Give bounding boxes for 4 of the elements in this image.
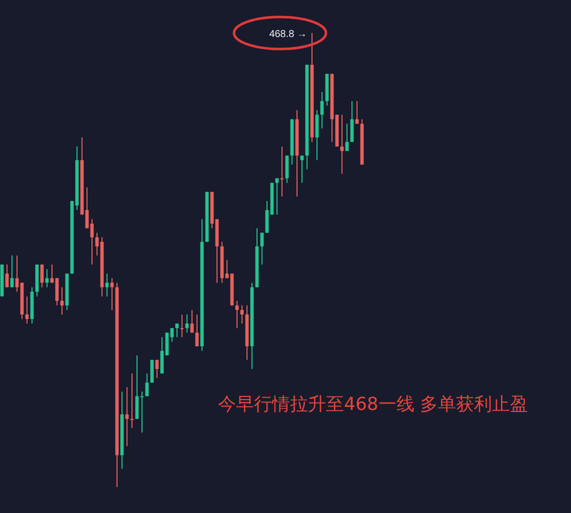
annotation: 今早行情拉升至468一线 多单获利止盈: [218, 394, 528, 415]
annotation: 468.8 →: [269, 29, 307, 40]
candlestick: [90, 218, 94, 266]
candlestick: [195, 314, 199, 347]
